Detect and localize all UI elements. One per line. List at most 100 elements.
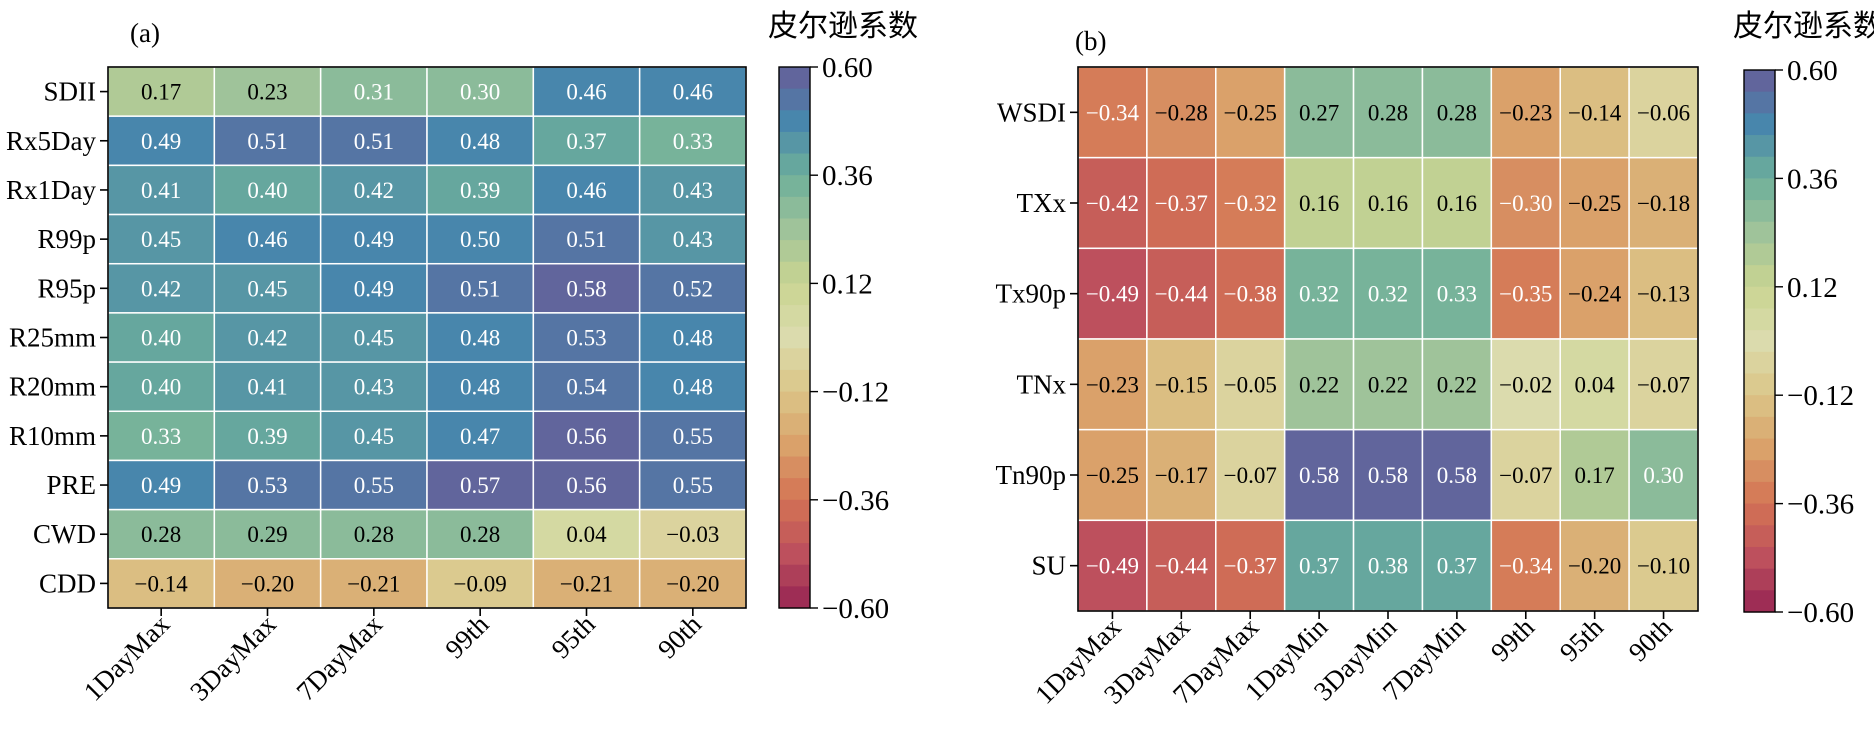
heatmap-cell (1352, 66, 1424, 159)
cell-value-label: 0.16 (1299, 191, 1339, 216)
cell-value-label: −0.23 (1086, 372, 1139, 397)
heatmap-panel-b: (b) −0.34 −0.28 −0.25 0.27 0.28 0.28 −0.23 −0.14… (996, 10, 1874, 710)
colorbar-frame (778, 66, 811, 609)
colorbar-segment (1744, 395, 1775, 418)
heatmap-cell (1559, 428, 1630, 522)
cell-value-label: 0.40 (247, 178, 287, 203)
colorbar-segment (779, 305, 810, 328)
cell-value-label: 0.37 (1299, 554, 1339, 579)
cell-value-label: 0.37 (566, 129, 606, 154)
cell-value-label: −0.14 (1568, 100, 1622, 125)
y-tick-label: R10mm (9, 421, 96, 451)
colorbar-title: 皮尔逊系数 (768, 10, 918, 43)
x-tick-label: 95th (546, 609, 602, 665)
cell-value-label: 0.58 (1437, 463, 1477, 488)
cell-value-label: 0.55 (354, 473, 394, 498)
colorbar-segment (779, 499, 810, 523)
cell-value-label: 0.30 (1643, 463, 1683, 488)
cell-value-label: 0.49 (141, 473, 181, 498)
cell-value-label: −0.44 (1155, 554, 1209, 579)
heatmap-cell (107, 361, 216, 413)
cell-value-label: 0.48 (673, 326, 713, 351)
colorbar-segment (779, 283, 810, 306)
colorbar-segment (779, 434, 810, 458)
colorbar-tick-label: −0.60 (1787, 597, 1854, 629)
y-tick-label: Rx5Day (6, 126, 96, 156)
colorbar-segment (1744, 308, 1775, 331)
cell-value-label: 0.46 (566, 178, 606, 203)
heatmap-cell (319, 213, 428, 265)
heatmap-cell (1146, 428, 1217, 522)
heatmap-cell (1421, 247, 1493, 340)
heatmap-cell (1559, 156, 1630, 250)
heatmap-cell (1146, 66, 1217, 159)
cell-value-label: −0.14 (135, 571, 189, 596)
cell-value-label: 0.22 (1437, 372, 1477, 397)
y-tick-label: PRE (46, 470, 96, 500)
cell-value-label: 0.53 (566, 326, 606, 351)
colorbar-segment (1744, 243, 1775, 266)
colorbar-tick-label: −0.12 (1787, 380, 1854, 412)
colorbar-frame (1743, 69, 1776, 613)
cell-value-label: 0.42 (354, 178, 394, 203)
colorbar-segment (1744, 91, 1775, 114)
heatmap-cell (1628, 156, 1699, 250)
colorbar-tick-label: −0.36 (1787, 489, 1854, 521)
cell-value-label: 0.43 (673, 227, 713, 252)
cell-value-label: 0.33 (141, 424, 181, 449)
cell-value-label: −0.03 (666, 522, 719, 547)
cell-value-label: 0.38 (1368, 554, 1408, 579)
colorbar-segment (779, 153, 810, 176)
cell-value-label: −0.42 (1086, 191, 1139, 216)
cell-value-label: −0.18 (1637, 191, 1690, 216)
colorbar-tick-label: −0.60 (822, 593, 889, 625)
cell-value-label: 0.58 (566, 276, 606, 301)
colorbar-segment (1744, 546, 1775, 570)
colorbar-segment (779, 564, 810, 587)
colorbar-segment (1744, 178, 1775, 201)
cell-value-label: 0.46 (566, 80, 606, 105)
colorbar-tick-label: 0.36 (822, 160, 873, 192)
colorbar-segment (779, 521, 810, 544)
heatmap-cell (1421, 428, 1493, 522)
cell-value-label: 0.58 (1299, 463, 1339, 488)
cell-value-label: −0.06 (1637, 100, 1690, 125)
cell-value-label: −0.24 (1568, 282, 1622, 307)
heatmap-cell (1146, 247, 1217, 340)
heatmap-cell (532, 164, 641, 216)
colorbar-segment (779, 369, 810, 393)
colorbar-segment (779, 456, 810, 479)
cell-value-label: −0.35 (1499, 282, 1552, 307)
heatmap-cell (1215, 338, 1286, 431)
heatmap-cell (1283, 338, 1355, 431)
heatmap-cell (107, 312, 216, 363)
colorbar-segment (1744, 135, 1775, 158)
heatmap-cell (1421, 338, 1493, 431)
cell-value-label: −0.30 (1499, 191, 1552, 216)
colorbar-segment (779, 110, 810, 133)
colorbar-tick-label: 0.12 (822, 268, 873, 300)
cell-value-label: 0.42 (247, 326, 287, 351)
heatmap-cell (1490, 247, 1561, 340)
cell-value-label: 0.33 (673, 129, 713, 154)
colorbar-segment (1744, 113, 1775, 136)
colorbar-segment (779, 543, 810, 566)
cell-value-label: 0.48 (673, 375, 713, 400)
cell-value-label: 0.43 (354, 375, 394, 400)
y-tick-label: SDII (44, 77, 97, 107)
cell-value-label: 0.55 (673, 424, 713, 449)
heatmap-cell (638, 459, 747, 511)
colorbar-tick-label: 0.12 (1787, 272, 1838, 304)
cell-value-label: −0.34 (1499, 554, 1553, 579)
heatmap-cell (1215, 66, 1286, 159)
heatmap-cell (532, 262, 641, 314)
heatmap-cell (1283, 156, 1355, 250)
cell-value-label: 0.28 (141, 522, 181, 547)
cell-value-label: 0.42 (141, 276, 181, 301)
colorbar-segment (1744, 481, 1775, 505)
heatmap-cell (107, 213, 216, 265)
y-tick-label: TNx (1017, 369, 1067, 399)
heatmap-cell (1146, 338, 1217, 431)
heatmap-cell (1628, 428, 1699, 522)
